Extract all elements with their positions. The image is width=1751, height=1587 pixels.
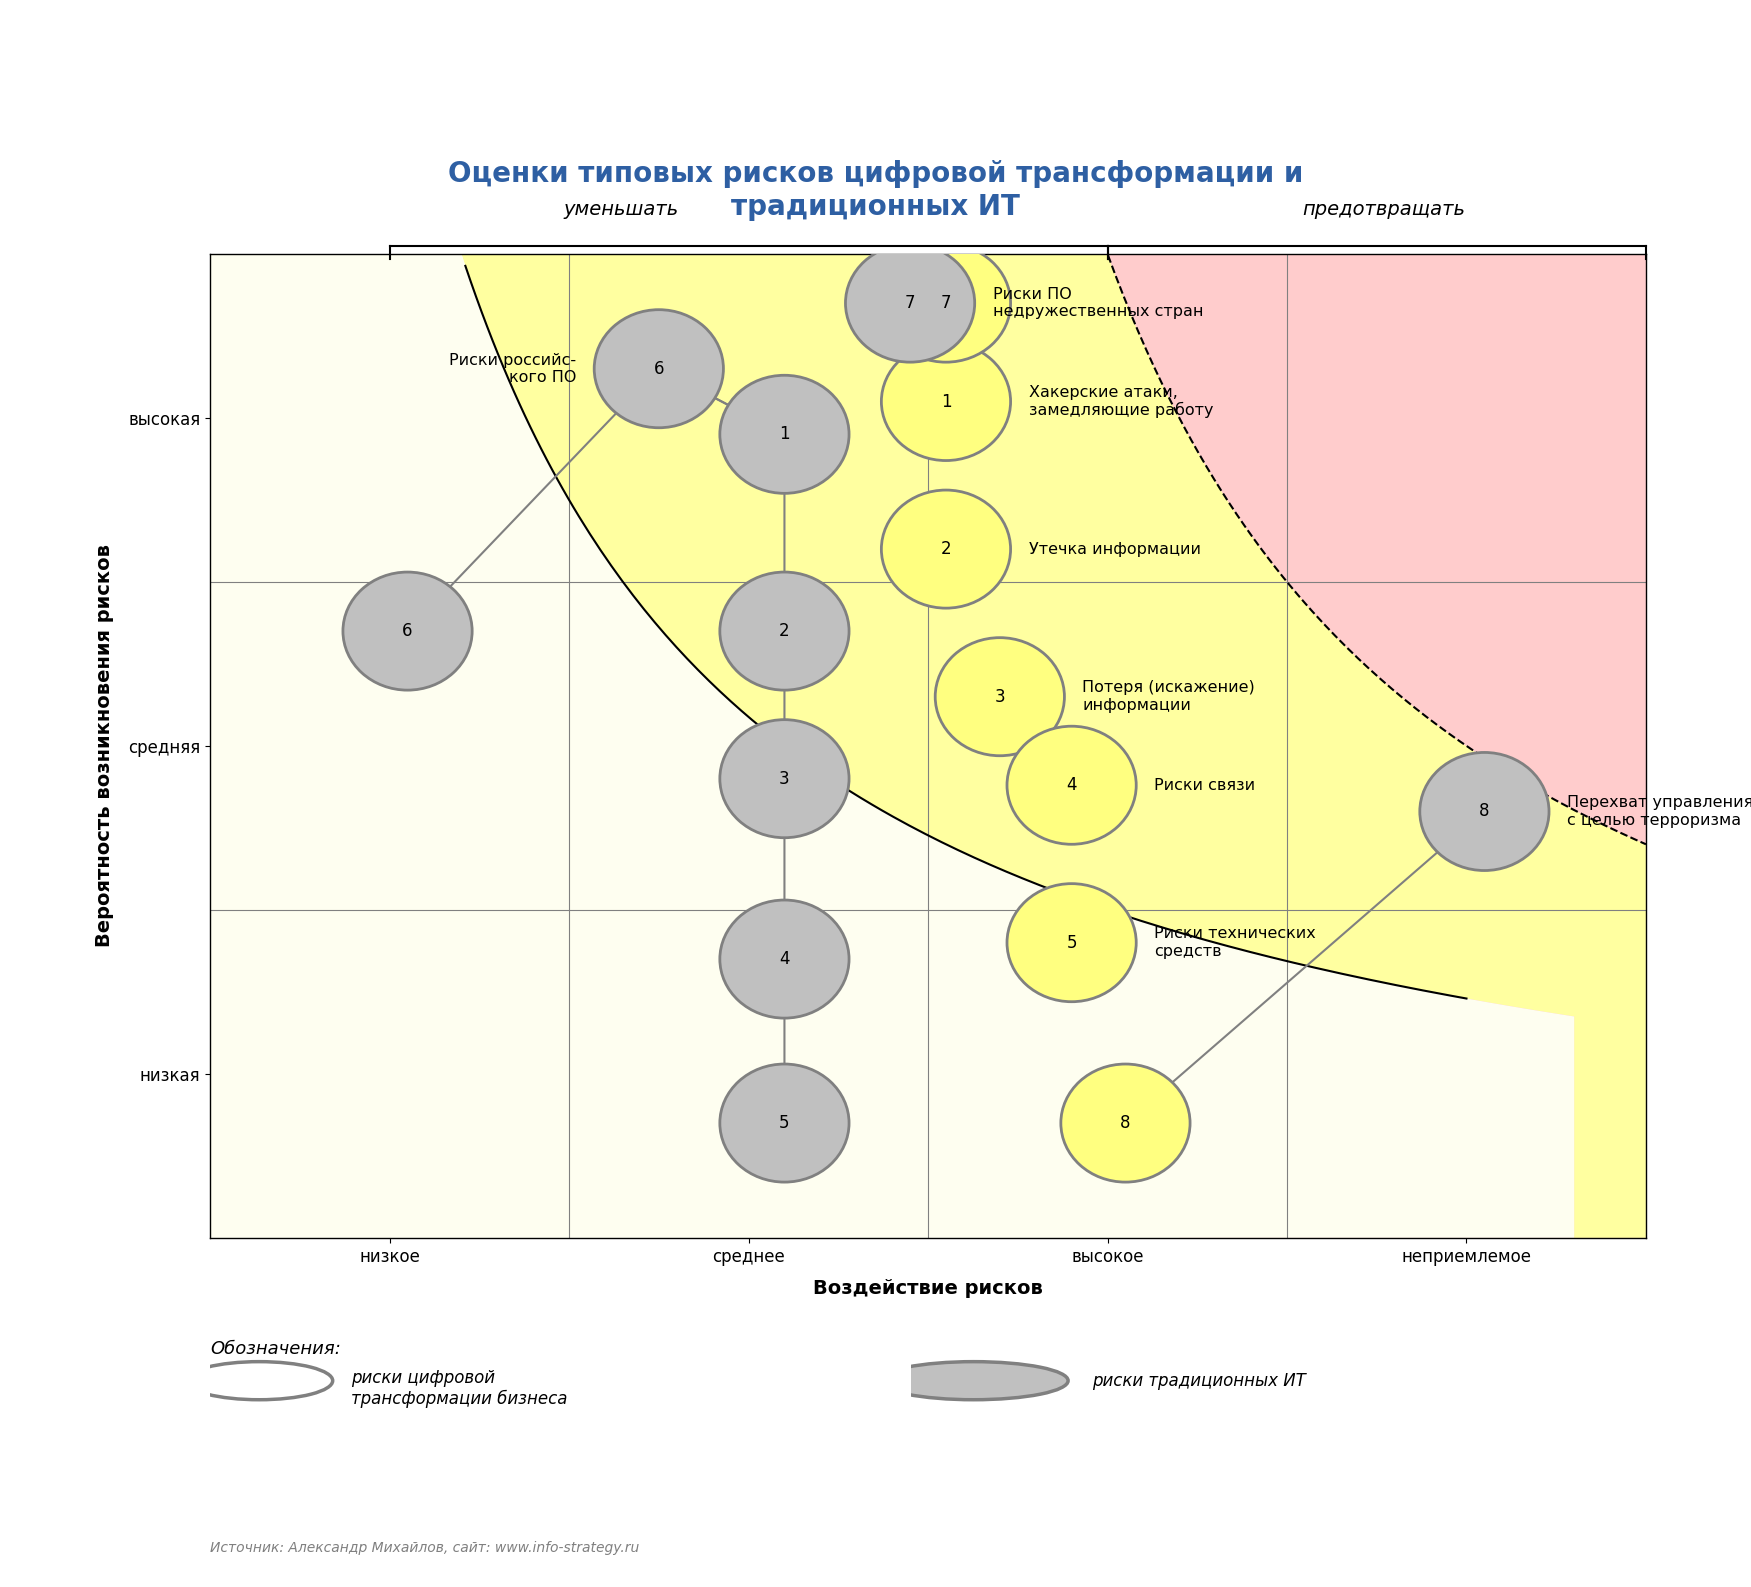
FancyBboxPatch shape — [1000, 156, 1751, 681]
X-axis label: Воздействие рисков: Воздействие рисков — [812, 1279, 1044, 1298]
Text: Перехват управления
с целью терроризма: Перехват управления с целью терроризма — [1567, 795, 1751, 828]
Text: 1: 1 — [779, 425, 790, 443]
Text: Утечка информации: Утечка информации — [1028, 541, 1201, 557]
Text: Источник: Александр Михайлов, сайт: www.info-strategy.ru: Источник: Александр Михайлов, сайт: www.… — [210, 1541, 639, 1555]
Text: Хакерские атаки,
замедляющие работу: Хакерские атаки, замедляющие работу — [1028, 384, 1213, 419]
Circle shape — [720, 719, 849, 838]
Text: 3: 3 — [995, 687, 1005, 706]
Circle shape — [186, 1362, 333, 1400]
Text: уменьшать: уменьшать — [564, 200, 679, 219]
Text: 5: 5 — [779, 1114, 790, 1132]
Polygon shape — [461, 254, 1646, 1238]
FancyBboxPatch shape — [1180, 484, 1751, 1336]
Circle shape — [881, 244, 1010, 362]
Text: 4: 4 — [1066, 776, 1077, 794]
Text: 7: 7 — [940, 294, 951, 313]
Text: Риски связи: Риски связи — [1154, 778, 1255, 794]
Polygon shape — [1108, 254, 1646, 1238]
Circle shape — [720, 1063, 849, 1182]
Text: 2: 2 — [940, 540, 951, 559]
Circle shape — [1061, 1063, 1191, 1182]
Circle shape — [720, 571, 849, 690]
Circle shape — [1007, 884, 1136, 1001]
Polygon shape — [210, 254, 1574, 1238]
Circle shape — [720, 375, 849, 494]
Text: 4: 4 — [779, 951, 790, 968]
Circle shape — [881, 343, 1010, 460]
Circle shape — [935, 638, 1065, 755]
Text: риски традиционных ИТ: риски традиционных ИТ — [1093, 1371, 1306, 1390]
Text: Риски ПО
недружественных стран: Риски ПО недружественных стран — [993, 287, 1203, 319]
Y-axis label: Вероятность возникновения рисков: Вероятность возникновения рисков — [95, 544, 114, 947]
Text: Обозначения:: Обозначения: — [210, 1339, 341, 1358]
Text: предотвращать: предотвращать — [1301, 200, 1466, 219]
Text: 1: 1 — [940, 392, 951, 411]
Text: Риски российс-
кого ПО: Риски российс- кого ПО — [448, 352, 576, 386]
Circle shape — [720, 900, 849, 1019]
Text: 7: 7 — [905, 294, 916, 313]
Text: 8: 8 — [1480, 803, 1490, 820]
Text: 6: 6 — [403, 622, 413, 640]
Circle shape — [594, 309, 723, 428]
Circle shape — [846, 244, 975, 362]
Text: Оценки типовых рисков цифровой трансформации и
традиционных ИТ: Оценки типовых рисков цифровой трансформ… — [448, 160, 1303, 221]
Circle shape — [343, 571, 473, 690]
Circle shape — [881, 490, 1010, 608]
Text: 2: 2 — [779, 622, 790, 640]
Text: Потеря (искажение)
информации: Потеря (искажение) информации — [1082, 681, 1255, 713]
Text: 8: 8 — [1121, 1114, 1131, 1132]
Circle shape — [1420, 752, 1550, 871]
Text: риски цифровой
трансформации бизнеса: риски цифровой трансформации бизнеса — [350, 1370, 567, 1408]
Text: 3: 3 — [779, 770, 790, 787]
Text: Риски технических
средств: Риски технических средств — [1154, 927, 1317, 959]
Text: 5: 5 — [1066, 933, 1077, 952]
Circle shape — [1007, 727, 1136, 844]
Text: 6: 6 — [653, 360, 664, 378]
Circle shape — [879, 1362, 1068, 1400]
